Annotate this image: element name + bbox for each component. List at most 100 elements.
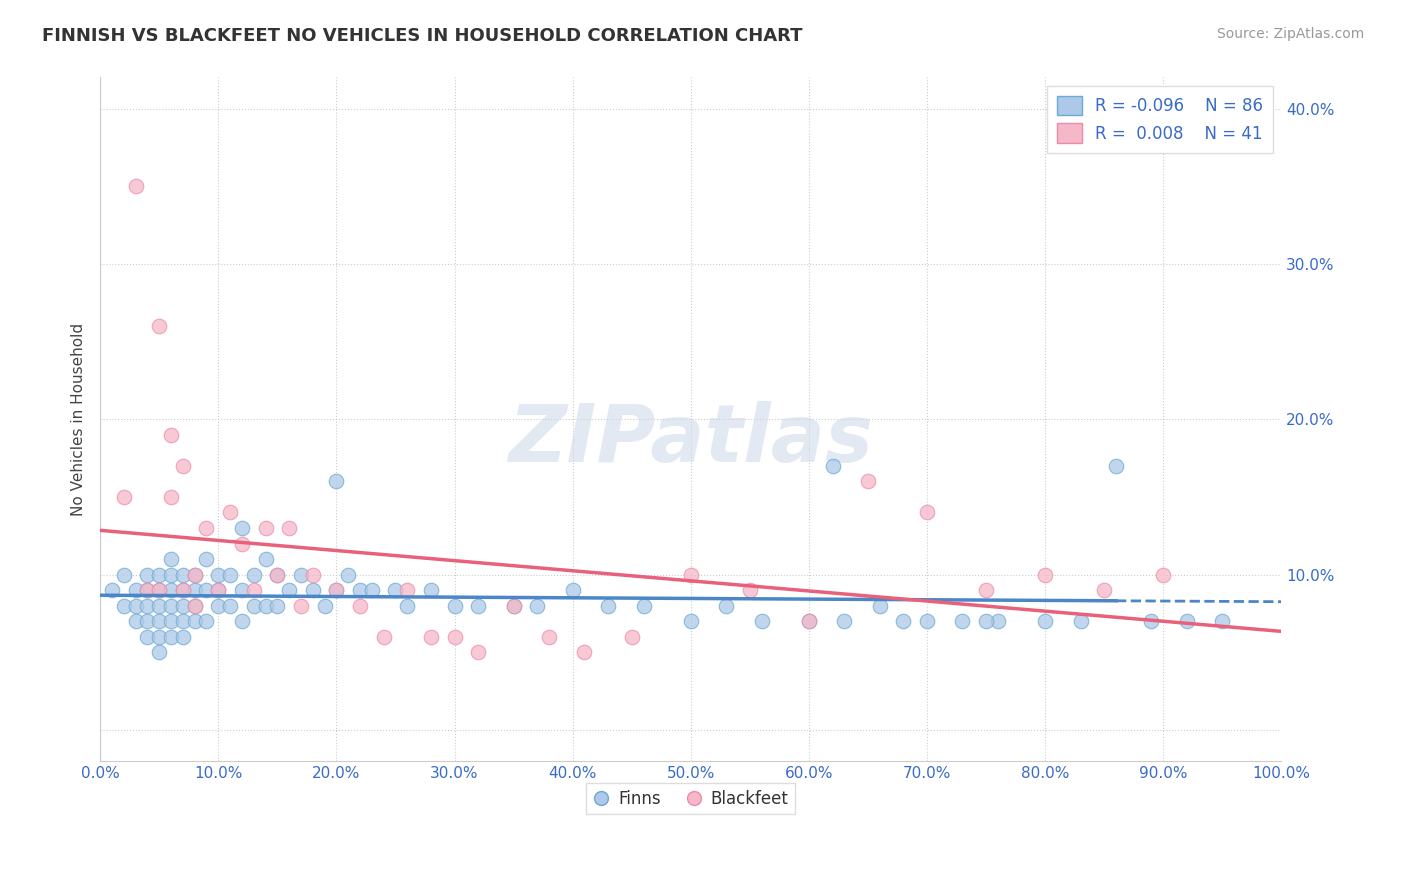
Point <box>419 630 441 644</box>
Point <box>314 599 336 613</box>
Point <box>974 583 997 598</box>
Point <box>148 599 170 613</box>
Point <box>183 614 205 628</box>
Point <box>160 490 183 504</box>
Point <box>738 583 761 598</box>
Point <box>349 583 371 598</box>
Point <box>869 599 891 613</box>
Point <box>195 614 218 628</box>
Point <box>160 552 183 566</box>
Point <box>1175 614 1198 628</box>
Point <box>219 567 242 582</box>
Point <box>1033 567 1056 582</box>
Text: Source: ZipAtlas.com: Source: ZipAtlas.com <box>1216 27 1364 41</box>
Point <box>337 567 360 582</box>
Point <box>1140 614 1163 628</box>
Point <box>195 583 218 598</box>
Point <box>1070 614 1092 628</box>
Point <box>974 614 997 628</box>
Point <box>751 614 773 628</box>
Point <box>172 583 194 598</box>
Point <box>195 521 218 535</box>
Point <box>325 583 347 598</box>
Point <box>148 614 170 628</box>
Point <box>160 630 183 644</box>
Point <box>231 614 253 628</box>
Point <box>443 630 465 644</box>
Point <box>254 599 277 613</box>
Point <box>172 630 194 644</box>
Text: ZIPatlas: ZIPatlas <box>508 401 873 479</box>
Point <box>242 567 264 582</box>
Point <box>561 583 583 598</box>
Point <box>242 583 264 598</box>
Point <box>856 475 879 489</box>
Point <box>1105 458 1128 473</box>
Point <box>136 614 159 628</box>
Point <box>325 583 347 598</box>
Point <box>574 645 596 659</box>
Point <box>183 567 205 582</box>
Point <box>231 583 253 598</box>
Point <box>183 599 205 613</box>
Point <box>266 567 288 582</box>
Point <box>242 599 264 613</box>
Point <box>219 599 242 613</box>
Point <box>207 583 229 598</box>
Point <box>172 599 194 613</box>
Point <box>101 583 124 598</box>
Point <box>915 506 938 520</box>
Point <box>290 599 312 613</box>
Point <box>148 583 170 598</box>
Point <box>679 567 702 582</box>
Point <box>419 583 441 598</box>
Point <box>301 583 323 598</box>
Point <box>266 567 288 582</box>
Point <box>396 583 419 598</box>
Point <box>633 599 655 613</box>
Point <box>952 614 974 628</box>
Point <box>596 599 619 613</box>
Point <box>278 521 301 535</box>
Point <box>183 599 205 613</box>
Point <box>987 614 1010 628</box>
Point <box>160 583 183 598</box>
Point <box>172 567 194 582</box>
Point <box>915 614 938 628</box>
Point <box>443 599 465 613</box>
Point <box>231 521 253 535</box>
Point <box>207 583 229 598</box>
Point <box>502 599 524 613</box>
Point <box>136 583 159 598</box>
Point <box>148 645 170 659</box>
Point <box>373 630 395 644</box>
Point <box>136 583 159 598</box>
Point <box>136 567 159 582</box>
Point <box>266 599 288 613</box>
Point <box>231 536 253 550</box>
Point <box>183 567 205 582</box>
Point <box>1152 567 1174 582</box>
Point <box>219 506 242 520</box>
Point <box>172 583 194 598</box>
Point <box>124 179 146 194</box>
Point <box>679 614 702 628</box>
Point <box>172 458 194 473</box>
Point <box>290 567 312 582</box>
Point <box>124 614 146 628</box>
Point <box>160 427 183 442</box>
Point <box>893 614 915 628</box>
Point <box>148 319 170 334</box>
Point <box>325 475 347 489</box>
Legend: Finns, Blackfeet: Finns, Blackfeet <box>586 783 796 814</box>
Point <box>160 614 183 628</box>
Point <box>183 583 205 598</box>
Text: FINNISH VS BLACKFEET NO VEHICLES IN HOUSEHOLD CORRELATION CHART: FINNISH VS BLACKFEET NO VEHICLES IN HOUS… <box>42 27 803 45</box>
Point <box>124 599 146 613</box>
Point <box>620 630 643 644</box>
Point <box>148 567 170 582</box>
Point <box>136 599 159 613</box>
Point <box>148 583 170 598</box>
Point <box>467 599 489 613</box>
Point <box>278 583 301 598</box>
